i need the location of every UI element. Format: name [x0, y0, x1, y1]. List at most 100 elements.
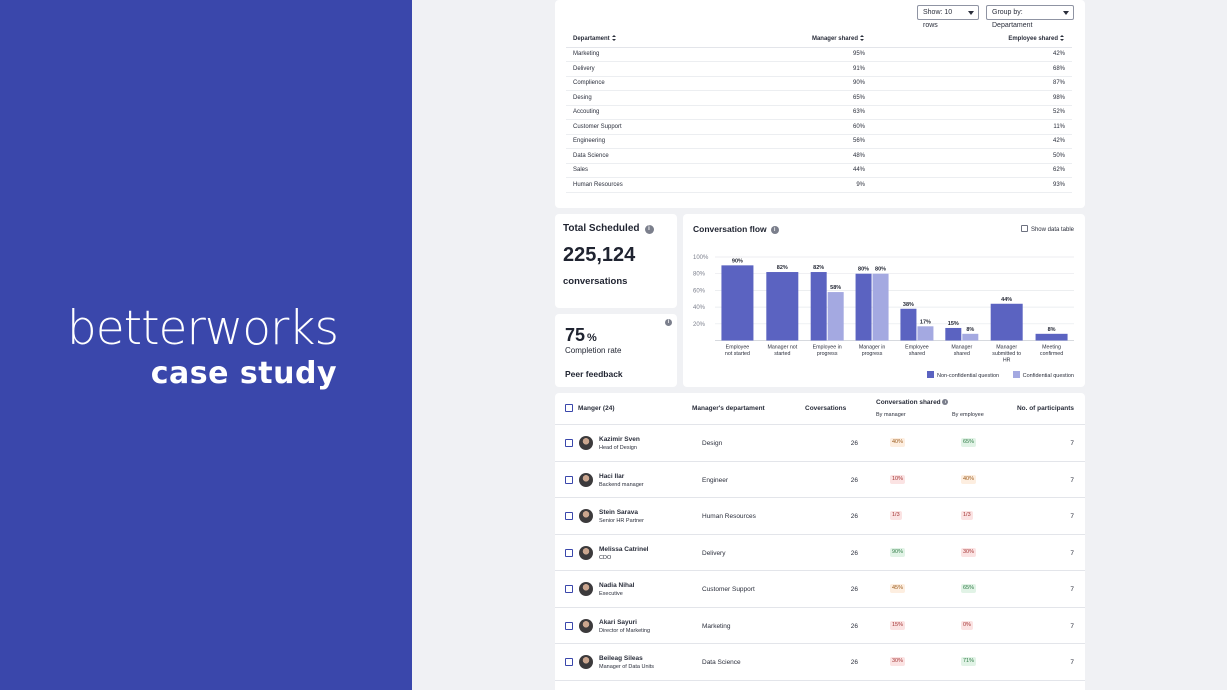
table-row[interactable]: Beileag Sileas Manager of Data Units Data …: [555, 644, 1085, 681]
info-icon[interactable]: i: [770, 226, 779, 234]
shared-by-employee-badge: 0%: [961, 620, 973, 630]
conversation-count: 26: [850, 659, 858, 666]
x-tick-label: shared: [954, 351, 970, 357]
shared-by-employee-badge: 65%: [961, 584, 977, 593]
managers-table-card: Manger (24) Manager's departament Covers…: [555, 393, 1085, 690]
data-label: 17%: [920, 319, 931, 325]
avatar: [579, 545, 593, 560]
cell-department: Desing: [566, 90, 652, 106]
cell-employee-shared: 42%: [872, 134, 1072, 149]
cell-employee-shared: 42%: [872, 47, 1072, 62]
column-header-department[interactable]: Departament: [566, 31, 652, 48]
bar-non-confidential: [1035, 333, 1068, 341]
table-row[interactable]: Kazimir Sven Head of Design Design 26 40% 65%…: [555, 425, 1085, 462]
x-tick-label: not started: [725, 351, 750, 357]
column-header-participants[interactable]: No. of participants: [1016, 405, 1074, 412]
data-label: 15%: [948, 321, 959, 327]
x-tick-label: shared: [909, 351, 925, 357]
cell-employee-shared: 98%: [872, 90, 1072, 106]
manager-department: Design: [702, 440, 723, 447]
info-icon[interactable]: i: [942, 399, 949, 405]
manager-role: Backend manager: [599, 481, 644, 488]
show-data-table-toggle[interactable]: Show data table: [1020, 225, 1074, 233]
legend-swatch: [927, 371, 935, 378]
manager-name[interactable]: Melissa Catrinel: [599, 545, 649, 553]
table-row[interactable]: Haci Ilar Backend manager Engineer 26 10% 40%…: [555, 462, 1085, 498]
select-all-checkbox[interactable]: [565, 404, 573, 412]
column-header-by-manager: By manager: [876, 412, 906, 418]
participant-count: 7: [1070, 586, 1074, 593]
x-tick-label: progress: [862, 351, 883, 357]
column-header-manager[interactable]: Manger (24): [578, 405, 615, 412]
cell-department: Engineering: [566, 134, 652, 149]
shared-by-manager-badge: 15%: [890, 620, 906, 630]
manager-role: Manager of Data Units: [599, 664, 655, 670]
row-checkbox[interactable]: [565, 475, 573, 484]
row-checkbox[interactable]: [565, 658, 573, 666]
manager-name[interactable]: Stein Sarava: [599, 509, 639, 516]
avatar: [579, 582, 593, 596]
cell-employee-shared: 68%: [872, 61, 1072, 77]
table-row: Complience 90% 87%: [566, 76, 1072, 91]
legend-item-non-confidential: Non-confidential question: [927, 371, 999, 379]
data-label: 44%: [1001, 297, 1012, 303]
participant-count: 7: [1070, 622, 1074, 630]
cell-employee-shared: 11%: [872, 119, 1072, 135]
bar-non-confidential: [945, 327, 962, 341]
column-header-department[interactable]: Manager's departament: [692, 405, 765, 412]
bar-confidential: [917, 326, 934, 341]
x-tick-label: started: [774, 351, 790, 357]
manager-name[interactable]: Akari Sayuri: [599, 618, 637, 626]
table-row[interactable]: Nadia Nihal Executive Customer Support 26 45…: [555, 571, 1085, 608]
sort-icon: [611, 35, 617, 42]
y-tick-label: 60%: [693, 288, 706, 294]
manager-role: Head of Design: [599, 445, 637, 451]
x-tick-label: Manager not: [767, 345, 797, 351]
row-checkbox[interactable]: [565, 621, 573, 630]
x-tick-label: Manager: [951, 345, 972, 351]
managers-table-header: Manger (24) Manager's departament Covers…: [555, 393, 1085, 425]
cell-manager-shared: 65%: [652, 90, 872, 106]
info-icon[interactable]: i: [665, 319, 672, 326]
row-checkbox[interactable]: [565, 512, 573, 520]
cell-department: Sales: [566, 163, 652, 178]
checkbox-icon[interactable]: [1020, 225, 1028, 232]
data-label: 82%: [777, 265, 788, 271]
y-tick-label: 100%: [693, 255, 709, 261]
manager-department: Customer Support: [702, 586, 755, 593]
group-by-dropdown[interactable]: Group by: Departament: [986, 5, 1074, 29]
info-icon[interactable]: i: [644, 225, 654, 234]
avatar: [579, 472, 593, 487]
data-label: 8%: [1048, 327, 1056, 333]
column-header-conversations[interactable]: Coversations: [805, 405, 847, 412]
peer-feedback-label: Peer feedback: [565, 369, 623, 379]
table-row: Data Science 48% 50%: [566, 148, 1072, 164]
shared-by-employee-badge: 30%: [961, 547, 977, 557]
cell-department: Delivery: [566, 61, 652, 77]
column-header-conversation-shared[interactable]: Conversation shared i: [876, 399, 949, 406]
cell-manager-shared: 56%: [652, 134, 872, 149]
row-checkbox[interactable]: [565, 585, 573, 593]
x-tick-label: Employee: [905, 345, 929, 351]
table-row[interactable]: Akari Sayuri Director of Marketing Marketi…: [555, 608, 1085, 644]
participant-count: 7: [1070, 659, 1074, 666]
row-checkbox[interactable]: [565, 548, 573, 557]
manager-name[interactable]: Kazimir Sven: [599, 436, 640, 443]
column-header-manager-shared[interactable]: Manager shared: [652, 31, 872, 48]
manager-department: Data Science: [702, 659, 741, 666]
legend-swatch: [1012, 371, 1020, 378]
table-row: Engineering 56% 42%: [566, 134, 1072, 149]
manager-name[interactable]: Beileag Sileas: [599, 655, 643, 662]
row-checkbox[interactable]: [565, 439, 573, 447]
manager-name[interactable]: Haci Ilar: [599, 472, 625, 480]
cell-employee-shared: 93%: [872, 177, 1072, 193]
shared-by-manager-badge: 40%: [890, 438, 906, 447]
table-row[interactable]: Stein Sarava Senior HR Partner Human Resou…: [555, 498, 1085, 535]
rows-dropdown[interactable]: Show: 10 rows: [917, 5, 979, 29]
column-header-employee-shared[interactable]: Employee shared: [872, 31, 1072, 48]
y-tick-label: 20%: [693, 322, 706, 328]
manager-name[interactable]: Nadia Nihal: [599, 582, 635, 589]
data-label: 38%: [903, 302, 914, 308]
table-row[interactable]: Melissa Catrinel CDO Delivery 26 90% 30% 7: [555, 535, 1085, 571]
bar-non-confidential: [900, 308, 917, 341]
